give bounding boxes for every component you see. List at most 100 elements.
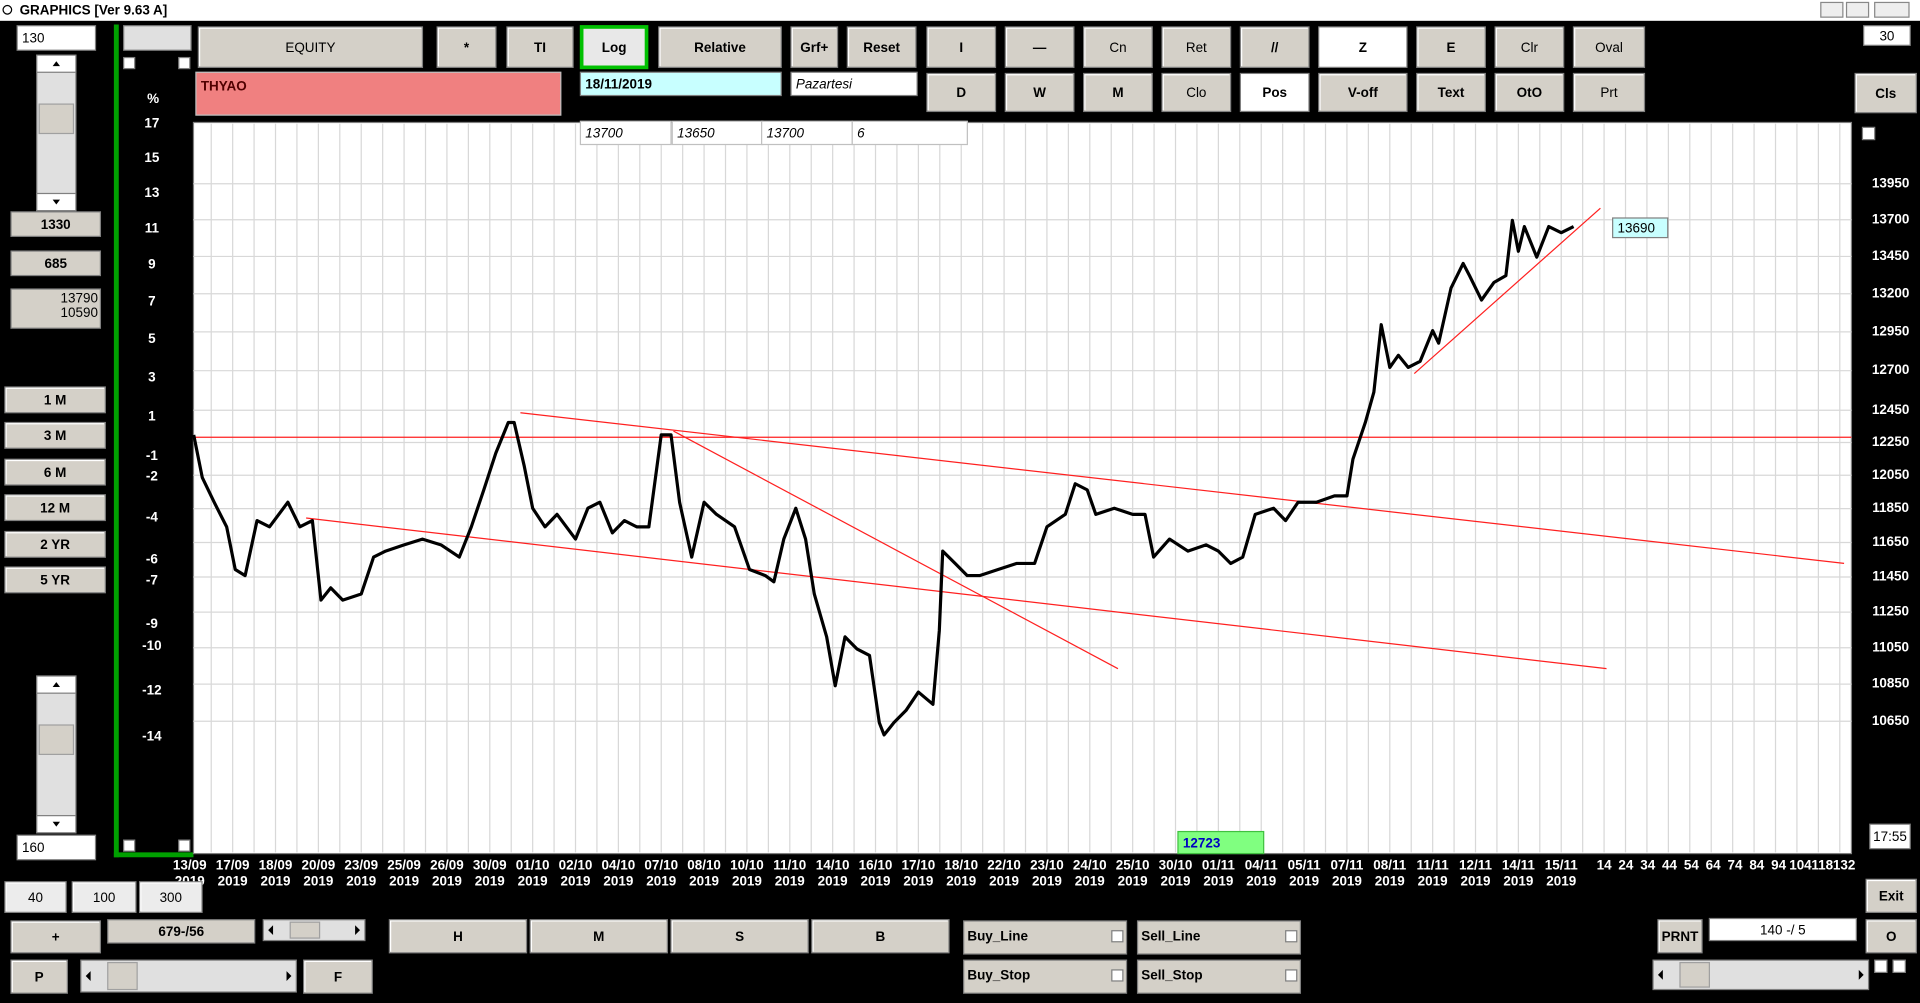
period-button[interactable] <box>4 530 106 558</box>
tool-button[interactable] <box>1318 26 1408 68</box>
time-button[interactable] <box>811 919 950 954</box>
toolbar-button[interactable] <box>658 26 782 68</box>
y2-tick-label: 11 <box>145 221 160 236</box>
scroll-thumb[interactable] <box>289 921 321 939</box>
tool-button[interactable] <box>1239 26 1310 68</box>
toolbar-button[interactable] <box>846 26 917 68</box>
checkbox[interactable] <box>178 56 191 70</box>
y2-tick-label: 15 <box>144 150 159 165</box>
o-button[interactable] <box>1865 919 1917 954</box>
period-button[interactable] <box>4 494 106 522</box>
tool-button-label: Oval <box>1595 40 1623 55</box>
check-button[interactable] <box>963 920 1128 955</box>
field[interactable] <box>16 834 97 861</box>
trend-line[interactable] <box>520 412 1845 564</box>
tool-button[interactable] <box>1494 72 1565 113</box>
zoom-button[interactable] <box>4 881 67 913</box>
plus-button[interactable] <box>10 920 102 954</box>
trend-line[interactable] <box>306 517 1607 670</box>
tool-button[interactable] <box>1161 26 1232 68</box>
tool-button[interactable] <box>926 72 997 113</box>
tool-button[interactable] <box>1416 72 1486 113</box>
exit-button[interactable] <box>1865 878 1917 913</box>
tool-button[interactable] <box>1572 72 1646 113</box>
checkbox[interactable] <box>1285 930 1298 943</box>
checkbox[interactable] <box>1285 969 1298 982</box>
period-button[interactable] <box>4 566 106 594</box>
x-tick-sublabel: 2019 <box>1246 873 1276 888</box>
range-high: 13790 <box>60 290 97 305</box>
tool-button[interactable] <box>926 26 997 68</box>
x-tick-sublabel: 2019 <box>1461 873 1491 888</box>
maximize-button[interactable] <box>1845 1 1870 18</box>
period-button[interactable] <box>4 386 106 414</box>
spin-box[interactable] <box>123 25 192 51</box>
check-button[interactable] <box>963 959 1128 994</box>
tool-button[interactable] <box>1416 26 1486 68</box>
scroll-thumb[interactable] <box>38 103 75 135</box>
minimize-button[interactable] <box>1820 1 1844 18</box>
check-button[interactable] <box>1136 959 1302 994</box>
zoom-button[interactable] <box>138 881 203 913</box>
tool-button[interactable] <box>1318 72 1408 113</box>
button-bevel <box>1005 27 1073 67</box>
checkbox[interactable] <box>1111 930 1124 943</box>
period-button[interactable] <box>4 421 106 449</box>
checkbox[interactable] <box>1892 959 1906 973</box>
field <box>1612 217 1669 239</box>
print-button-label: PRNT <box>1662 929 1699 944</box>
field[interactable] <box>16 25 97 51</box>
toolbar-button[interactable] <box>436 26 497 68</box>
tool-button[interactable] <box>1161 72 1232 113</box>
f-button[interactable] <box>303 959 373 994</box>
scroll-thumb[interactable] <box>38 724 75 756</box>
time-button[interactable] <box>388 919 528 954</box>
tool-button[interactable] <box>1083 26 1153 68</box>
x-tick-label: 14/10 <box>816 857 850 872</box>
tool-button[interactable] <box>1494 26 1565 68</box>
x-extra-label: 34 <box>1640 857 1655 872</box>
toolbar-button-label: TI <box>534 40 546 55</box>
x-tick-label: 04/10 <box>602 857 636 872</box>
period-button[interactable] <box>4 458 106 486</box>
time-button[interactable] <box>670 919 809 954</box>
tool-button[interactable] <box>1083 72 1153 113</box>
cls-button[interactable] <box>1854 72 1917 114</box>
tool-button[interactable] <box>1004 72 1075 113</box>
y2-tick-label: 3 <box>148 369 155 384</box>
check-button[interactable] <box>1136 920 1302 955</box>
field-text: 13690 <box>1618 221 1655 236</box>
scroll-thumb[interactable] <box>1679 961 1710 988</box>
zoom-button[interactable] <box>71 881 137 913</box>
p-button[interactable] <box>10 959 68 994</box>
tool-button[interactable] <box>1004 26 1075 68</box>
x-extra-label: 118 <box>1811 857 1833 872</box>
y2-tick-label: 9 <box>148 257 155 272</box>
x-tick-sublabel: 2019 <box>1203 873 1233 888</box>
toolbar-button[interactable] <box>579 25 649 70</box>
field[interactable] <box>1863 25 1911 46</box>
tool-button[interactable] <box>1239 72 1310 113</box>
toolbar-button[interactable] <box>790 26 839 68</box>
close-button[interactable] <box>1874 1 1910 18</box>
field-text: 1330 <box>41 217 71 232</box>
checkbox[interactable] <box>178 839 191 852</box>
trend-line[interactable] <box>673 430 1119 670</box>
tool-button[interactable] <box>1572 26 1646 68</box>
button-bevel <box>140 882 201 912</box>
button-bevel <box>1574 74 1644 111</box>
checkbox[interactable] <box>1861 126 1876 141</box>
checkbox[interactable] <box>123 56 136 70</box>
y-tick-label: 11850 <box>1872 500 1909 515</box>
checkbox[interactable] <box>1111 969 1124 982</box>
trend-line[interactable] <box>1413 207 1601 374</box>
toolbar-button[interactable] <box>197 26 424 68</box>
time-button[interactable] <box>529 919 668 954</box>
button-bevel <box>1319 74 1406 111</box>
x-tick-label: 23/09 <box>344 857 378 872</box>
checkbox[interactable] <box>123 839 136 852</box>
toolbar-button[interactable] <box>506 26 574 68</box>
checkbox[interactable] <box>1874 959 1888 973</box>
scroll-thumb[interactable] <box>107 961 138 991</box>
print-button[interactable] <box>1657 919 1703 954</box>
